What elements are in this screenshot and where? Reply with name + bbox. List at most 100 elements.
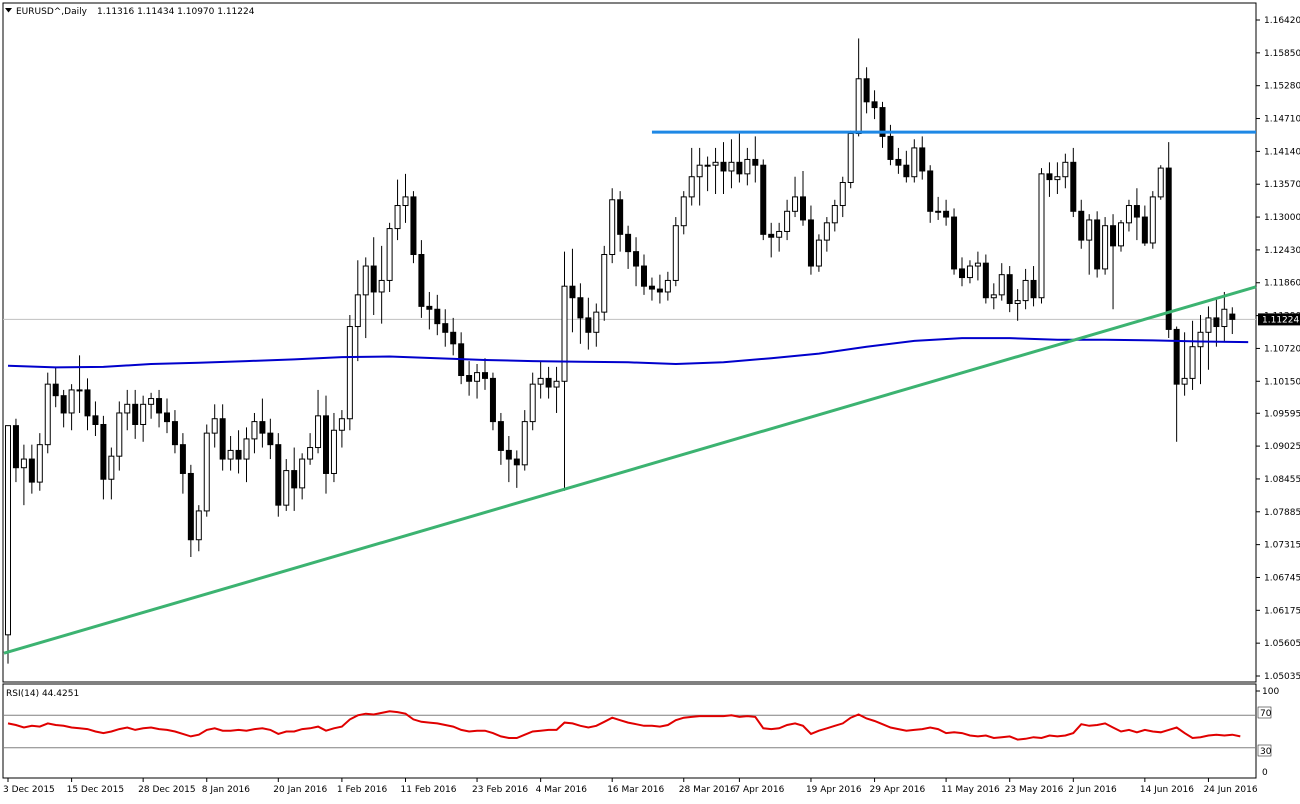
candle-bull [124,403,131,414]
candle-bear [943,210,950,218]
rsi-line [7,710,1241,741]
candle-bear [156,398,163,414]
candle-bear [323,415,329,474]
rsi-axis: 100 70 30 0 [1256,687,1279,778]
price-axis: 1.16420 1.15850 1.15280 1.14710 1.14140 1.135… [1256,16,1300,682]
candle-bear [12,425,19,469]
candle-bull [609,199,616,256]
candle-bull [593,311,600,333]
candle-bear [1229,313,1236,320]
candle-bull [68,389,75,414]
candle-bull [688,176,695,198]
candle-bear [656,288,663,293]
candle-bear [187,472,194,541]
candle-bull [1205,317,1212,333]
candle-bear [60,395,67,414]
candle-bear [736,161,743,175]
rsi-tick-100: 100 [1262,687,1279,697]
time-tick-label: 14 Jun 2016 [1140,785,1194,795]
candle-bear [1006,274,1013,304]
price-tick-label: 1.07885 [1264,508,1300,518]
candle-bull [474,372,481,382]
current-price-line: 1.11224 [3,313,1300,326]
candle-bear [1165,167,1172,330]
candle-bear [235,449,242,460]
candle-bear [919,147,926,172]
time-tick-label: 8 Jan 2016 [202,785,250,795]
candle-bull [108,455,115,480]
candle-bear [219,418,226,460]
candle-bull [1157,167,1164,198]
candle-bear [927,170,934,212]
candle-bear [1030,279,1037,299]
price-tick-label: 1.16420 [1264,16,1300,26]
candle-bull [346,326,353,420]
candle-bear [982,262,989,299]
candle-bull [5,425,11,636]
candle-bull [140,403,147,425]
candle-bear [577,297,584,319]
moving-average-line [7,337,1249,369]
rsi-level-box-30 [1257,744,1272,757]
candle-bull [243,438,250,460]
price-tick-label: 1.09025 [1264,442,1300,452]
candle-bull [354,294,361,328]
candle-bear [633,251,640,267]
candle-bull [990,294,997,299]
time-tick-label: 11 May 2016 [941,785,1000,795]
price-tick-label: 1.09595 [1264,409,1300,419]
candle-bear [1070,161,1077,212]
candle-bull [974,262,981,267]
candle-bull [386,228,393,281]
candle-bull [299,458,306,489]
candle-bull [847,133,854,183]
candle-bear [52,383,59,397]
candle-bear [895,158,902,166]
candle-bear [863,78,870,103]
time-tick-label: 23 Feb 2016 [472,785,528,795]
candle-bull [784,210,791,232]
candle-bull [315,415,322,449]
candle-bull [998,274,1005,296]
candle-bear [513,458,520,466]
candle-bear [497,421,504,451]
price-panel [2,2,1257,683]
candle-bull [744,158,751,175]
candle-bear [959,268,965,279]
candle-bull [792,196,799,212]
dropdown-triangle-icon[interactable] [5,8,12,13]
price-tick-label: 1.10720 [1264,344,1300,354]
price-tick-label: 1.06745 [1264,573,1300,583]
rsi-panel [2,683,1257,779]
candle-bear [489,377,496,423]
candle-bear [569,285,576,299]
candle-bear [267,432,274,446]
candle-bull [537,377,544,385]
candle-bear [100,423,107,480]
price-tick-label: 1.14140 [1264,147,1300,157]
candle-bear [482,372,488,379]
candle-bull [1181,377,1188,385]
candle-bull [966,265,973,279]
candle-bull [521,421,528,466]
candle-bull [529,383,536,423]
candle-bear [951,216,958,270]
candle-bear [450,331,457,345]
candle-bull [1086,219,1093,241]
candle-bear [291,470,298,489]
candle-bear [505,449,512,460]
candle-bear [275,444,282,506]
candle-bear [259,421,266,434]
candle-bear [1094,219,1101,270]
rsi-indicator-label: RSI(14) 44.4251 [6,689,79,699]
candle-bull [195,510,202,541]
candle-bear [164,412,170,423]
time-axis: 3 Dec 2015 15 Dec 2015 28 Dec 2015 8 Jan 20… [3,778,1258,795]
candle-bull [815,239,822,267]
rsi-tick-30: 30 [1260,747,1272,757]
candle-bear [760,164,767,235]
candle-bull [1054,176,1061,181]
candle-bear [442,323,449,333]
time-tick-label: 28 Dec 2015 [138,785,196,795]
